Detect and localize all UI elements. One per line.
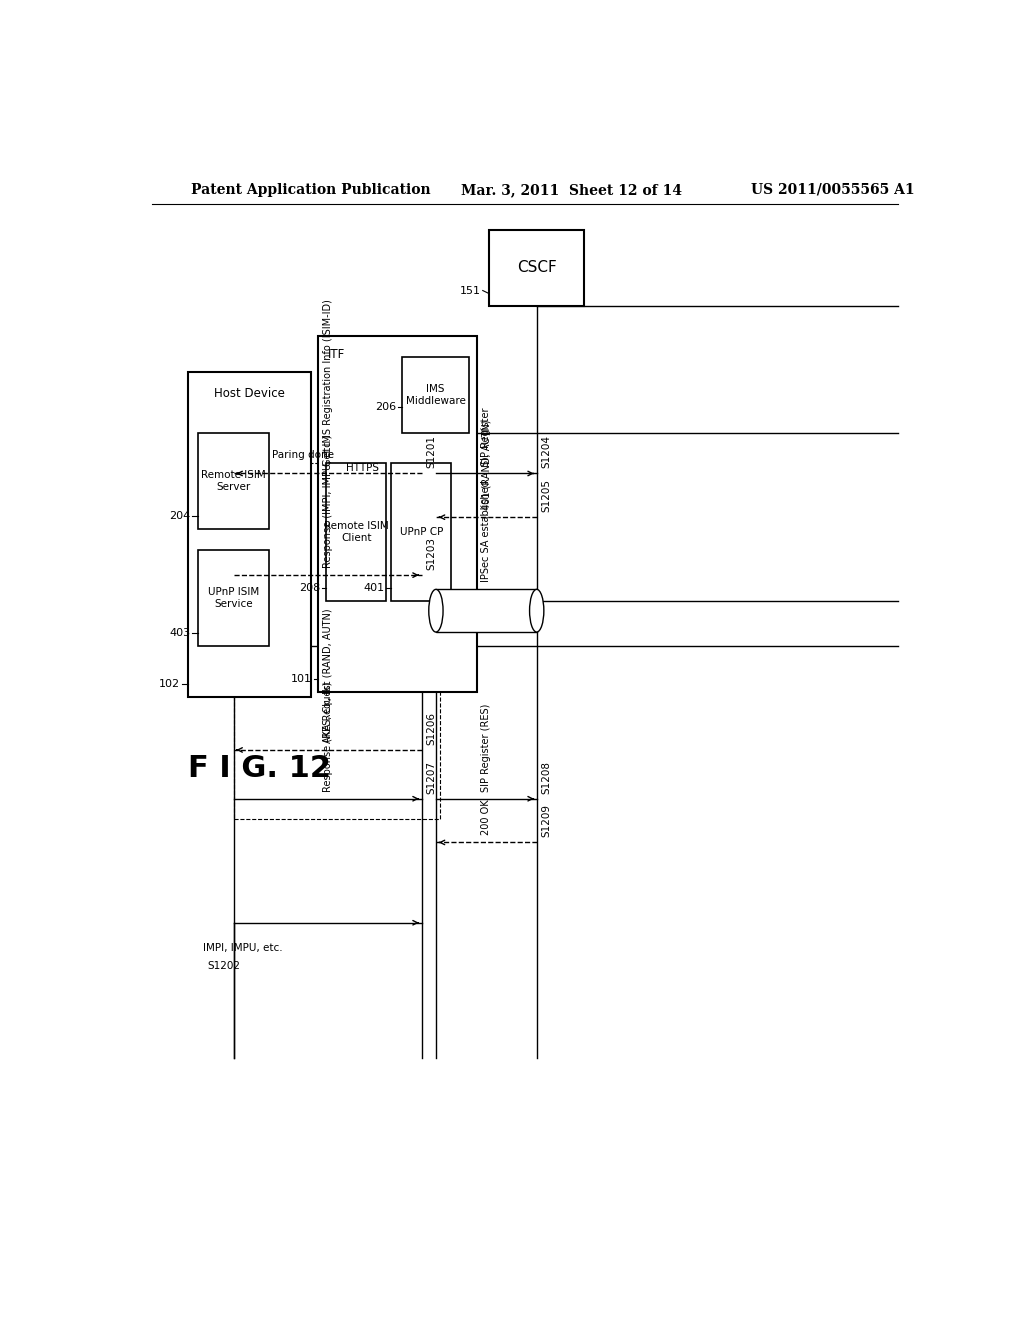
Text: S1209: S1209 xyxy=(542,804,551,837)
Text: Remote ISIM
Client: Remote ISIM Client xyxy=(324,521,388,543)
Text: 204: 204 xyxy=(169,511,190,521)
Text: Paring done: Paring done xyxy=(272,450,334,461)
Text: Patent Application Publication: Patent Application Publication xyxy=(191,183,431,197)
Text: Remote ISIM
Server: Remote ISIM Server xyxy=(201,470,266,492)
Bar xyxy=(198,549,269,647)
Text: ITF: ITF xyxy=(328,348,345,362)
Bar xyxy=(198,433,269,529)
Bar xyxy=(436,589,537,632)
Text: Host Device: Host Device xyxy=(214,387,285,400)
Text: S1208: S1208 xyxy=(542,760,551,793)
Bar xyxy=(233,463,440,818)
Text: UPnP ISIM
Service: UPnP ISIM Service xyxy=(208,587,259,609)
Text: S1205: S1205 xyxy=(542,479,551,512)
Text: S1206: S1206 xyxy=(426,711,436,744)
Text: Response (IMPI, IMPU, etc.): Response (IMPI, IMPU, etc.) xyxy=(323,434,333,568)
Text: F I G. 12: F I G. 12 xyxy=(187,754,331,783)
Text: IPSec SA established: IPSec SA established xyxy=(481,480,492,582)
Text: 403: 403 xyxy=(170,628,190,638)
Text: Get IMS Registration Info (ISIM-ID): Get IMS Registration Info (ISIM-ID) xyxy=(323,300,333,466)
Bar xyxy=(318,337,477,692)
Text: 208: 208 xyxy=(300,583,321,593)
Text: IMPI, IMPU, etc.: IMPI, IMPU, etc. xyxy=(204,942,283,953)
Text: IMS
Middleware: IMS Middleware xyxy=(406,384,466,405)
Text: 206: 206 xyxy=(375,403,396,412)
Text: S1203: S1203 xyxy=(426,537,436,570)
Ellipse shape xyxy=(529,589,544,632)
Text: S1201: S1201 xyxy=(426,436,436,469)
Text: S1202: S1202 xyxy=(207,961,241,972)
Text: S1207: S1207 xyxy=(426,760,436,793)
Text: Response (RES, Ck, Ik): Response (RES, Ck, Ik) xyxy=(323,681,333,792)
Text: HTTPS: HTTPS xyxy=(346,463,379,474)
Text: SIP Register (RES): SIP Register (RES) xyxy=(481,704,492,792)
Text: Mar. 3, 2011  Sheet 12 of 14: Mar. 3, 2011 Sheet 12 of 14 xyxy=(461,183,682,197)
Text: S1204: S1204 xyxy=(542,436,551,469)
Bar xyxy=(391,463,451,601)
Text: 200 OK: 200 OK xyxy=(481,800,492,836)
Text: AKA Request (RAND, AUTN): AKA Request (RAND, AUTN) xyxy=(323,609,333,743)
Text: 401 (RAND, AUTN): 401 (RAND, AUTN) xyxy=(481,420,492,510)
Text: US 2011/0055565 A1: US 2011/0055565 A1 xyxy=(751,183,914,197)
Text: 151: 151 xyxy=(460,285,481,296)
Text: UPnP CP: UPnP CP xyxy=(399,527,443,537)
Text: 101: 101 xyxy=(291,673,312,684)
Bar xyxy=(401,356,469,433)
Ellipse shape xyxy=(429,589,443,632)
Bar xyxy=(187,372,310,697)
Text: CSCF: CSCF xyxy=(517,260,557,275)
Text: 401: 401 xyxy=(364,583,384,593)
Text: 102: 102 xyxy=(160,678,180,689)
Bar xyxy=(327,463,386,601)
Bar xyxy=(489,230,585,306)
Text: SIP Register: SIP Register xyxy=(481,408,492,466)
